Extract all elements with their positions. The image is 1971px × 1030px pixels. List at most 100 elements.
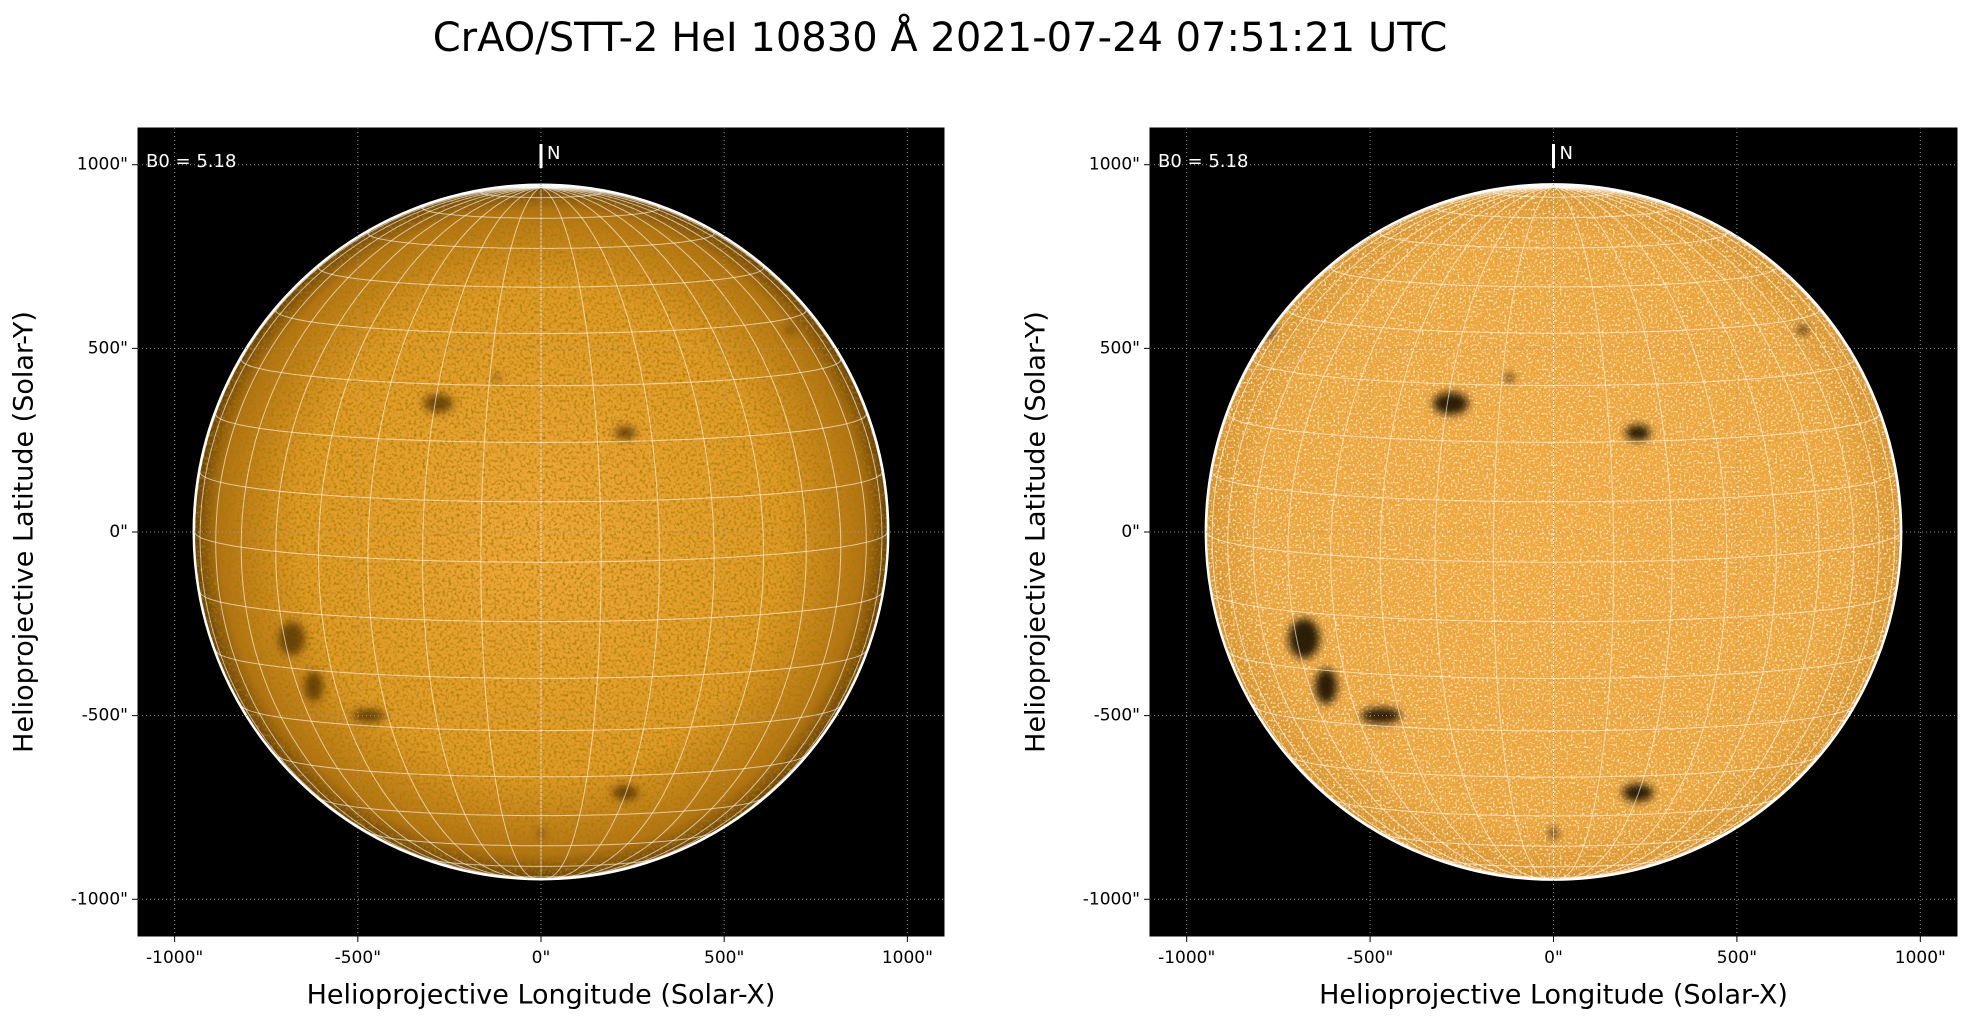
x-tick-label: -500" [335, 948, 381, 968]
heliographic-grid [1227, 413, 1880, 443]
y-tick-label: 1000" [1089, 155, 1140, 175]
heliographic-grid [215, 650, 867, 679]
heliographic-grid [540, 186, 715, 879]
y-tick-label: 1000" [77, 155, 128, 175]
annotation: B0 = 5.18 [1158, 151, 1248, 172]
dark-features [1260, 315, 1809, 839]
filament [304, 671, 324, 702]
heliographic-grid [1492, 189, 1615, 198]
plot-frame [1149, 127, 1958, 937]
heliographic-grid [1382, 833, 1725, 847]
heliographic-grid [1553, 186, 1855, 876]
x-tick-label: 0" [1544, 948, 1563, 968]
heliographic-grid [1553, 186, 1880, 868]
filament [1625, 424, 1651, 441]
heliographic-grid [367, 186, 542, 879]
heliographic-grid [1287, 186, 1554, 878]
heliographic-grid [540, 186, 842, 875]
filament [493, 374, 501, 381]
heliographic-grid [199, 471, 883, 503]
y-axis-label: Helioprojective Latitude (Solar-Y) [9, 311, 40, 753]
y-axis-label: Helioprojective Latitude (Solar-Y) [1021, 311, 1052, 753]
filament [612, 785, 639, 801]
filament [278, 621, 305, 656]
heliographic-grid [540, 186, 867, 867]
north-label: N [1560, 143, 1573, 164]
heliographic-grid [199, 186, 542, 840]
heliographic-grid [240, 186, 542, 875]
heliographic-grid [1211, 592, 1896, 623]
x-tick-label: -1000" [1158, 948, 1215, 968]
filament [1622, 783, 1654, 802]
x-tick-label: -500" [1347, 948, 1393, 968]
heliographic-grid [199, 592, 883, 623]
heliographic-grid [319, 797, 763, 817]
heliographic-grid [480, 186, 542, 879]
heliographic-grid [240, 358, 842, 387]
heliographic-grid [1501, 874, 1606, 878]
filament [614, 426, 636, 440]
heliographic-grid [540, 186, 765, 878]
heliographic-grid [1227, 650, 1880, 679]
panel: -1000" -500" 0" 500" 1000" -1000" -500" 0" 500" 1… [9, 127, 945, 1011]
heliographic-grid [275, 308, 807, 334]
filament [352, 708, 386, 723]
heliographic-grid [194, 531, 888, 563]
heliographic-grid [1330, 186, 1554, 878]
heliographic-grid [1252, 186, 1554, 876]
north-label: N [547, 143, 560, 164]
dark-features [249, 317, 795, 838]
y-tick-label: -500" [82, 706, 128, 726]
figure-title: CrAO/STT-2 HeI 10830 Å 2021-07-24 07:51:… [433, 13, 1448, 61]
y-tick-label: -500" [1094, 706, 1140, 726]
heliographic-grid [540, 186, 883, 840]
heliographic-grid [1434, 204, 1673, 219]
x-axis-label: Helioprojective Longitude (Solar-X) [307, 980, 776, 1011]
x-tick-label: 0" [532, 948, 551, 968]
heliographic-grid [215, 413, 867, 443]
heliographic-grid [241, 705, 841, 732]
heliographic-grid [1379, 186, 1554, 879]
heliographic-grid [480, 189, 602, 199]
filament [1288, 618, 1320, 659]
heliographic-grid [1553, 186, 1728, 879]
heliographic-grid [1287, 308, 1820, 334]
heliographic-grid [1206, 531, 1901, 563]
heliographic-grid [317, 266, 765, 288]
filament [1505, 374, 1514, 382]
y-tick-label: -1000" [71, 889, 128, 909]
x-tick-label: 1000" [1895, 948, 1946, 968]
y-tick-label: 500" [88, 338, 128, 358]
heliographic-grid [1289, 755, 1818, 778]
heliographic-grid [1227, 186, 1554, 868]
x-tick-label: 500" [1717, 948, 1757, 968]
heliographic-grid [1330, 265, 1777, 288]
heliographic-grid [1211, 471, 1896, 503]
heliographic-grid [540, 186, 807, 877]
y-tick-label: 500" [1100, 338, 1140, 358]
heliographic-grid [370, 832, 712, 847]
x-axis-label: Helioprojective Longitude (Solar-X) [1319, 980, 1788, 1011]
annotation: B0 = 5.18 [146, 151, 236, 172]
filament [1361, 707, 1402, 724]
heliographic-grid [317, 186, 542, 878]
heliographic-grid [1553, 186, 1615, 879]
heliographic-grid [540, 186, 660, 879]
heliographic-grid [540, 186, 602, 879]
heliographic-grid [1252, 358, 1855, 386]
heliographic-grid [1553, 186, 1673, 879]
filament [785, 327, 795, 333]
filament [1314, 668, 1338, 705]
heliographic-grid [425, 858, 657, 867]
heliographic-grid [1211, 186, 1554, 840]
heliographic-grid [215, 186, 542, 867]
y-tick-label: 0" [109, 522, 128, 542]
heliographic-grid [422, 186, 542, 879]
heliographic-grid [1553, 186, 1896, 840]
filament [423, 394, 454, 413]
x-tick-label: -1000" [146, 948, 203, 968]
plot-frame [137, 127, 945, 937]
y-tick-label: -1000" [1083, 889, 1140, 909]
heliographic-grid [422, 205, 660, 219]
